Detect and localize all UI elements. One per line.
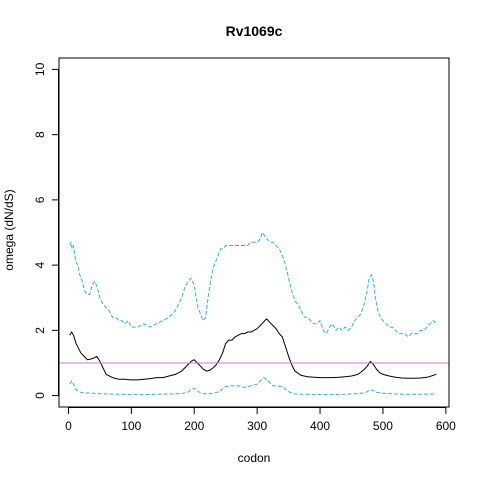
x-tick-label: 400 [310, 419, 330, 433]
y-tick-label: 2 [33, 327, 47, 334]
y-tick-label: 6 [33, 196, 47, 203]
series-layer [69, 232, 437, 396]
series-line-1 [69, 232, 437, 338]
x-tick-label: 200 [184, 419, 204, 433]
y-tick-label: 8 [33, 131, 47, 138]
x-tick-label: 300 [247, 419, 267, 433]
x-tick-label: 100 [121, 419, 141, 433]
y-tick-label: 4 [33, 261, 47, 268]
y-tick-label: 0 [33, 392, 47, 399]
x-tick-label: 500 [373, 419, 393, 433]
y-tick-label: 10 [33, 62, 47, 76]
x-tick-label: 0 [65, 419, 72, 433]
x-axis-label: codon [238, 451, 271, 465]
chart-title: Rv1069c [226, 23, 283, 39]
x-tick-label: 600 [436, 419, 456, 433]
plot-frame [58, 57, 450, 408]
series-line-2 [69, 318, 437, 381]
series-line-3 [69, 377, 437, 396]
y-axis-label: omega (dN/dS) [2, 189, 16, 270]
